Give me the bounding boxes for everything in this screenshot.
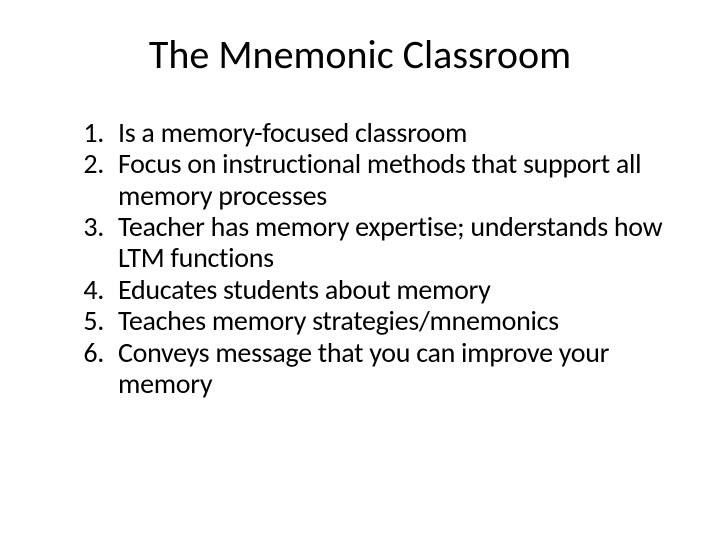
slide-container: The Mnemonic Classroom Is a memory-focus…: [0, 0, 720, 540]
list-item: Focus on instructional methods that supp…: [40, 148, 680, 211]
list-item: Teacher has memory expertise; understand…: [40, 211, 680, 274]
numbered-list: Is a memory-focused classroom Focus on i…: [40, 117, 680, 399]
list-item: Educates students about memory: [40, 274, 680, 305]
list-item: Is a memory-focused classroom: [40, 117, 680, 148]
list-item: Teaches memory strategies/mnemonics: [40, 305, 680, 336]
slide-title: The Mnemonic Classroom: [40, 30, 680, 79]
list-item: Conveys message that you can improve you…: [40, 337, 680, 400]
